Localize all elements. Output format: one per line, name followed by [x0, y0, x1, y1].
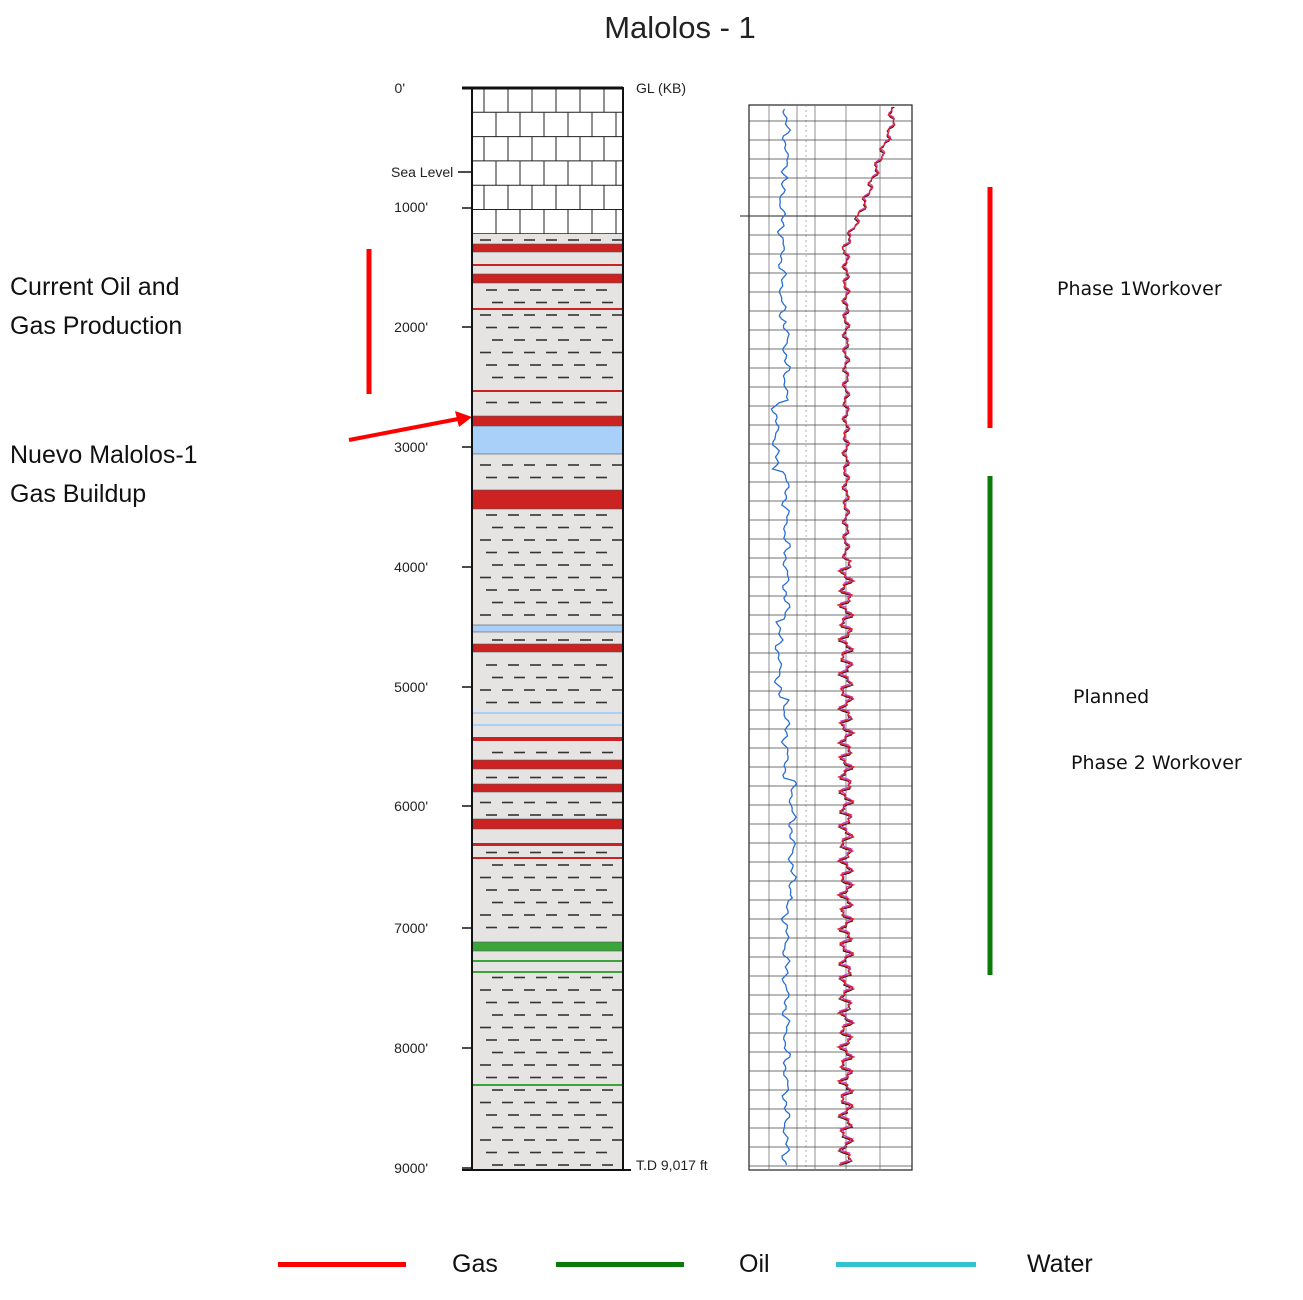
gas-bed	[471, 783, 624, 793]
sp-log-curve	[770, 108, 798, 1166]
chart-title: Malolos - 1	[604, 10, 756, 45]
planned-label: Planned	[1073, 686, 1150, 708]
gas-bed	[472, 737, 623, 741]
depth-label-9000: 9000'	[394, 1160, 428, 1176]
log-frame	[748, 104, 913, 1171]
gas-bed	[471, 415, 624, 427]
oil-stringer	[472, 1084, 623, 1086]
nuevo-malolos-line1: Nuevo Malolos-1	[10, 441, 198, 469]
resistivity-magenta-curve	[837, 106, 895, 1166]
oil-stringer	[472, 960, 623, 962]
current-production-line1: Current Oil and	[10, 273, 180, 301]
legend-gas-label: Gas	[452, 1250, 498, 1278]
gas-bed	[471, 243, 624, 253]
legend-gas-swatch	[278, 1262, 406, 1267]
phase2-label: Phase 2 Workover	[1071, 752, 1242, 772]
water-stringer	[472, 712, 623, 714]
depth-label-2000: 2000'	[394, 319, 428, 335]
legend-oil-swatch	[556, 1262, 684, 1267]
water-stringer	[472, 724, 623, 726]
nuevo-arrow-head	[455, 411, 472, 427]
gas-stringer	[472, 390, 623, 392]
td-label: T.D 9,017 ft	[636, 1157, 708, 1173]
depth-label-6000: 6000'	[394, 798, 428, 814]
current-production-label: Current Oil and Gas Production	[10, 268, 182, 346]
phase1-label: Phase 1Workover	[1057, 278, 1222, 300]
gas-bed	[471, 643, 624, 653]
depth-label-3000: 3000'	[394, 439, 428, 455]
gas-stringer	[472, 308, 623, 310]
depth-label-4000: 4000'	[394, 559, 428, 575]
sea-level-label: Sea Level	[391, 164, 454, 180]
lithology-column	[458, 86, 631, 1171]
gas-bed	[471, 489, 624, 510]
current-production-line2: Gas Production	[10, 312, 183, 340]
legend-oil-label: Oil	[739, 1250, 770, 1278]
gas-stringer	[472, 843, 623, 846]
nuevo-malolos-label: Nuevo Malolos-1 Gas Buildup	[10, 436, 198, 514]
gas-bed	[471, 818, 624, 830]
water-bed	[471, 624, 624, 633]
depth-label-5000: 5000'	[394, 679, 428, 695]
resistivity-red-curve	[836, 106, 896, 1166]
nuevo-arrow-shaft	[348, 417, 459, 442]
depth-label-0: 0'	[394, 80, 405, 96]
gas-bed	[471, 759, 624, 770]
gas-bed	[471, 273, 624, 284]
oil-bed	[471, 941, 624, 952]
depth-label-7000: 7000'	[394, 920, 428, 936]
legend-water-swatch	[836, 1262, 976, 1267]
oil-stringer	[472, 971, 623, 973]
well-log-panel	[740, 104, 913, 1171]
gl-kb-label: GL (KB)	[636, 80, 687, 96]
gas-stringer	[472, 264, 623, 266]
gas-stringer	[472, 857, 623, 859]
nuevo-malolos-line2: Gas Buildup	[10, 480, 147, 508]
depth-label-8000: 8000'	[394, 1040, 428, 1056]
water-bed	[471, 425, 624, 455]
legend-water-label: Water	[1027, 1250, 1093, 1278]
depth-label-1000: 1000'	[394, 199, 428, 215]
